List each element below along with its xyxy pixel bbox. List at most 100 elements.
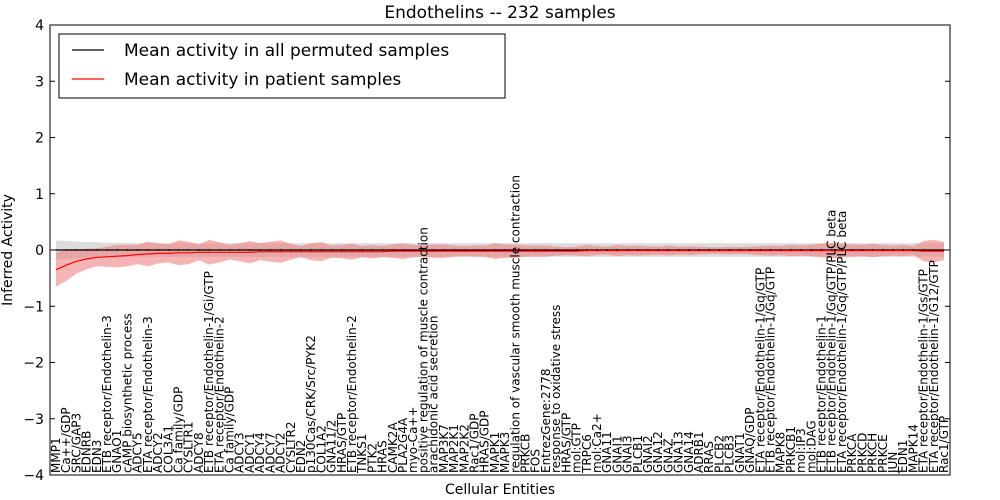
category-label: TRPC6 xyxy=(580,434,594,474)
permuted-point xyxy=(830,249,833,251)
category-label: CAMK2A xyxy=(386,422,400,473)
category-label: ETB receptor/Endothelin-1/Gq/GTP/PLC bet… xyxy=(825,210,839,473)
category-label: CYSLTR2 xyxy=(284,422,298,473)
category-label: GNAQ/GDP xyxy=(743,407,757,473)
category-label: HRAS/GDP xyxy=(478,410,492,473)
permuted-point xyxy=(769,249,772,251)
permuted-point xyxy=(269,249,272,251)
category-label: GNAO1 xyxy=(110,430,124,473)
permuted-point xyxy=(483,249,486,251)
category-label: ETA receptor/Endothelin-1/Gs/GTP xyxy=(917,269,931,473)
permuted-point xyxy=(861,249,864,251)
permuted-point xyxy=(616,249,619,251)
y-tick-label: −4 xyxy=(23,468,44,484)
category-label: HRAS/GTP xyxy=(559,413,573,473)
y-tick-label: 2 xyxy=(35,131,44,147)
category-label: ADRB1 xyxy=(692,431,706,473)
category-label: GNAI2 xyxy=(641,435,655,473)
y-tick-label: −1 xyxy=(23,299,44,315)
category-label: ETA receptor/Endothelin-1/Gq/GTP xyxy=(753,268,767,473)
permuted-point xyxy=(453,249,455,251)
category-label: ADCY2 xyxy=(274,432,288,473)
category-label: PLCB2 xyxy=(712,435,726,473)
permuted-point xyxy=(65,249,68,251)
category-label: ADCY4 xyxy=(253,432,267,473)
category-label: SRC/GAP3 xyxy=(69,413,83,473)
permuted-point xyxy=(606,249,609,251)
permuted-point xyxy=(106,249,108,251)
category-label: EDN3 xyxy=(90,440,104,473)
permuted-point xyxy=(494,249,496,251)
category-label: MMP1 xyxy=(49,437,63,473)
permuted-point xyxy=(351,249,353,251)
category-label: myo-Ca++ xyxy=(406,406,420,473)
category-label: GNAZ xyxy=(661,438,675,473)
permuted-point xyxy=(851,249,853,251)
category-label: HRAS/GTP xyxy=(335,413,349,473)
x-axis-label: Cellular Entities xyxy=(445,482,555,498)
chart-title: Endothelins -- 232 samples xyxy=(384,3,615,23)
permuted-point xyxy=(810,249,813,251)
legend-label-2: Mean activity in patient samples xyxy=(124,70,401,90)
permuted-point xyxy=(310,249,313,251)
series-band-2 xyxy=(56,239,944,287)
permuted-point xyxy=(463,249,466,251)
permuted-point xyxy=(545,249,547,251)
category-label: COL1A2 xyxy=(314,425,328,473)
category-label: positive regulation of muscle contractio… xyxy=(416,227,430,473)
category-label: ETA receptor/Endothelin-1/Gq/GTP/PLC bet… xyxy=(835,211,849,473)
category-label: GNAI3 xyxy=(621,435,635,473)
category-label: MAP3K7 xyxy=(437,424,451,473)
permuted-point xyxy=(238,249,241,251)
category-label: PRKCD xyxy=(855,433,869,473)
permuted-point xyxy=(759,249,762,251)
permuted-point xyxy=(116,249,119,251)
permuted-point xyxy=(330,249,333,251)
y-tick-label: 0 xyxy=(35,243,44,259)
permuted-point xyxy=(157,249,160,251)
permuted-point xyxy=(739,249,741,251)
category-label: GNAI1 xyxy=(610,435,624,473)
category-label: MAPK8 xyxy=(774,432,788,473)
permuted-point xyxy=(402,249,404,251)
category-label: HRAS xyxy=(376,440,390,473)
category-label: arachidonic acid secretion xyxy=(427,316,441,473)
category-label: MAPK14 xyxy=(906,424,920,473)
permuted-point xyxy=(177,249,180,251)
category-label: ETA receptor/Endothelin-3 xyxy=(141,316,155,473)
permuted-point xyxy=(371,249,374,251)
category-label: MAPK3 xyxy=(498,432,512,473)
category-label: EntrezGene:2778 xyxy=(539,369,553,474)
category-label: p130Cas/CRK/Src/PYK2 xyxy=(304,335,318,473)
permuted-point xyxy=(75,249,78,251)
permuted-point xyxy=(228,249,231,251)
category-label: ETB receptor/Endothelin-1/Gi/GTP xyxy=(202,271,216,473)
legend-box xyxy=(58,33,506,99)
permuted-point xyxy=(167,249,170,251)
category-label: ADCY1 xyxy=(243,432,257,473)
category-label: ETB receptor/Endothelin-2 xyxy=(345,315,359,473)
category-label: PTK2 xyxy=(365,443,379,473)
permuted-point xyxy=(534,249,537,251)
permuted-point xyxy=(320,249,323,251)
category-label: GNAT1 xyxy=(733,432,747,473)
y-axis-label: Inferred Activity xyxy=(0,194,16,306)
category-label: COL3A1 xyxy=(161,425,175,473)
category-label: MAP2K1 xyxy=(447,424,461,473)
permuted-point xyxy=(432,249,435,251)
category-label: GNA11/2 xyxy=(325,420,339,473)
permuted-point xyxy=(687,249,690,251)
legend-label-1: Mean activity in all permuted samples xyxy=(124,41,449,61)
category-label: cAMP biosynthetic process xyxy=(120,313,134,473)
permuted-point xyxy=(249,249,251,251)
category-label: Rac1/GDP xyxy=(468,414,482,473)
permuted-point xyxy=(585,249,588,251)
category-label: MAP2K2 xyxy=(457,424,471,473)
permuted-point xyxy=(514,249,517,251)
permuted-point xyxy=(259,249,261,251)
category-label: mol:IP3 xyxy=(794,428,808,473)
y-tick-label: 1 xyxy=(35,187,44,203)
permuted-point xyxy=(95,249,98,251)
category-label: ETA receptor/Endothelin-2 xyxy=(212,316,226,473)
